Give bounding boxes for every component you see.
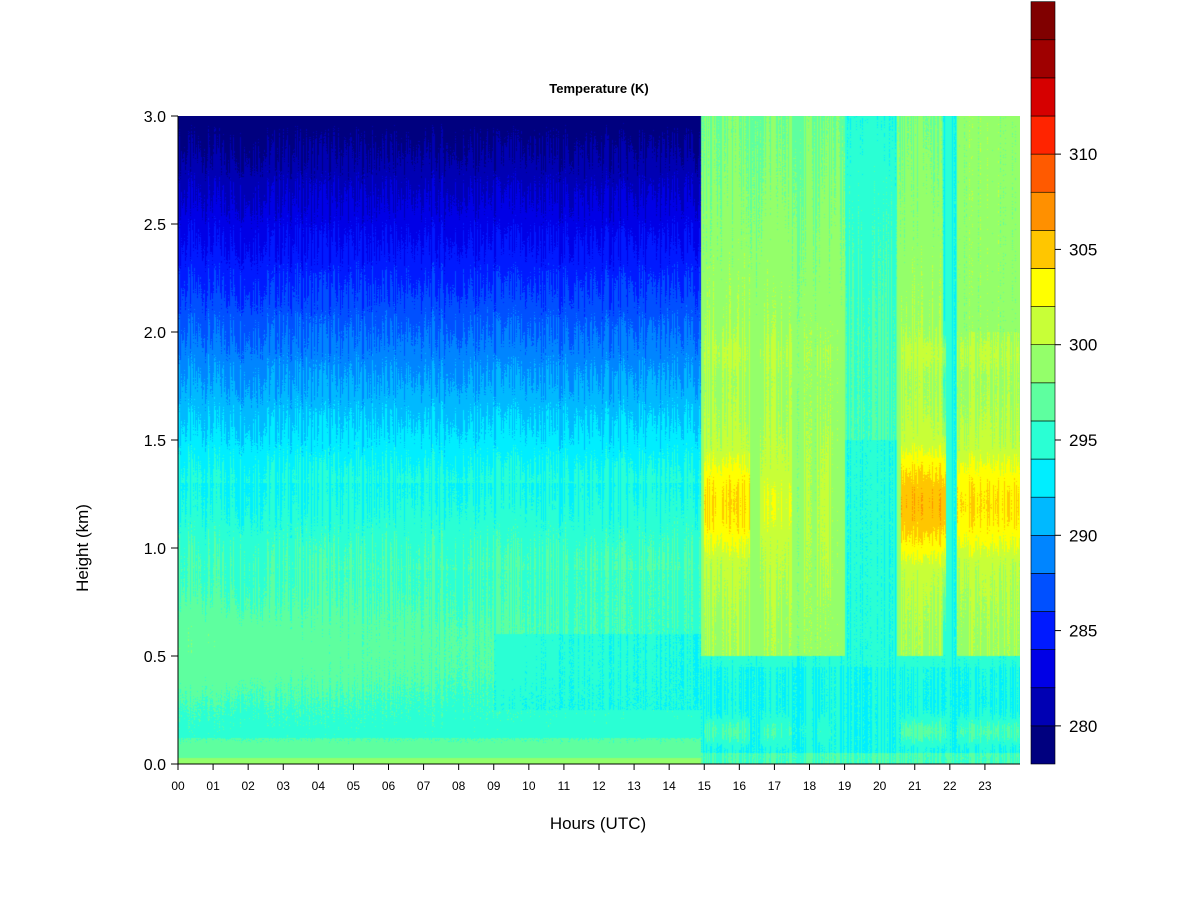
x-tick-label: 07 <box>417 779 431 793</box>
colorbar-swatch <box>1030 725 1056 765</box>
chart-title: Temperature (K) <box>549 81 648 96</box>
colorbar-swatch <box>1030 344 1056 384</box>
colorbar-swatch <box>1030 77 1056 117</box>
colorbar-tick-label: 280 <box>1069 717 1097 736</box>
y-tick-label: 1.5 <box>144 433 166 450</box>
colorbar-tick-label: 295 <box>1069 431 1097 450</box>
x-tick-label: 19 <box>838 779 852 793</box>
x-axis-label: Hours (UTC) <box>550 814 646 833</box>
x-tick-label: 13 <box>627 779 641 793</box>
x-tick-label: 21 <box>908 779 922 793</box>
x-tick-label: 09 <box>487 779 501 793</box>
colorbar-swatch <box>1030 230 1056 269</box>
x-tick-label: 18 <box>803 779 817 793</box>
axes: 0.0 0.5 1.0 1.5 2.0 2.5 3.0 00 01 02 03 04 05 06 07 08 0… <box>144 109 1020 793</box>
y-tick-label: 2.0 <box>144 325 166 342</box>
x-tick-label: 20 <box>873 779 887 793</box>
x-tick-label: 01 <box>206 779 220 793</box>
colorbar-tick-label: 290 <box>1069 526 1097 545</box>
colorbar-tick-label: 300 <box>1069 336 1097 355</box>
colorbar-swatch <box>1030 611 1056 650</box>
colorbar-swatch <box>1030 191 1056 231</box>
colorbar-swatch <box>1030 420 1056 460</box>
y-tick-label: 2.5 <box>144 217 166 234</box>
colorbar-swatch <box>1030 534 1056 574</box>
y-axis-label: Height (km) <box>73 504 92 592</box>
x-tick-label: 04 <box>312 779 326 793</box>
x-tick-label: 12 <box>592 779 606 793</box>
x-tick-label: 14 <box>662 779 676 793</box>
colorbar-swatch <box>1030 115 1056 155</box>
colorbar-swatch <box>1030 153 1056 193</box>
x-tick-label: 11 <box>558 779 571 793</box>
colorbar-swatch <box>1030 268 1056 307</box>
heatmap-image <box>178 116 1020 764</box>
y-tick-label: 0.5 <box>144 649 166 666</box>
x-tick-label: 02 <box>241 779 255 793</box>
x-tick-label: 06 <box>382 779 396 793</box>
x-tick-label: 00 <box>171 779 185 793</box>
colorbar-swatch <box>1030 496 1056 536</box>
colorbar-tick-label: 310 <box>1069 145 1097 164</box>
colorbar-swatch <box>1030 573 1056 612</box>
y-tick-label: 0.0 <box>144 757 166 774</box>
heatmap-area <box>178 116 1020 764</box>
colorbar-swatch <box>1030 1 1056 41</box>
x-tick-label: 16 <box>733 779 747 793</box>
y-tick-label: 1.0 <box>144 541 166 558</box>
colorbar-swatch <box>1030 39 1056 79</box>
x-tick-label: 10 <box>522 779 536 793</box>
colorbar-tick-label: 285 <box>1069 622 1097 641</box>
colorbar: 280 285 290 295 300 305 310 <box>1030 1 1097 765</box>
colorbar-swatch <box>1030 382 1056 422</box>
x-tick-label: 03 <box>277 779 291 793</box>
colorbar-swatch <box>1030 649 1056 689</box>
y-tick-label: 3.0 <box>144 109 166 126</box>
x-tick-label: 05 <box>347 779 361 793</box>
x-tick-label: 15 <box>698 779 712 793</box>
x-tick-label: 22 <box>943 779 957 793</box>
x-tick-label: 17 <box>768 779 782 793</box>
colorbar-swatch <box>1030 458 1056 498</box>
x-tick-label: 08 <box>452 779 466 793</box>
x-tick-label: 23 <box>978 779 992 793</box>
colorbar-tick-label: 305 <box>1069 240 1097 259</box>
colorbar-swatch <box>1030 687 1056 727</box>
colorbar-swatch <box>1030 306 1056 346</box>
